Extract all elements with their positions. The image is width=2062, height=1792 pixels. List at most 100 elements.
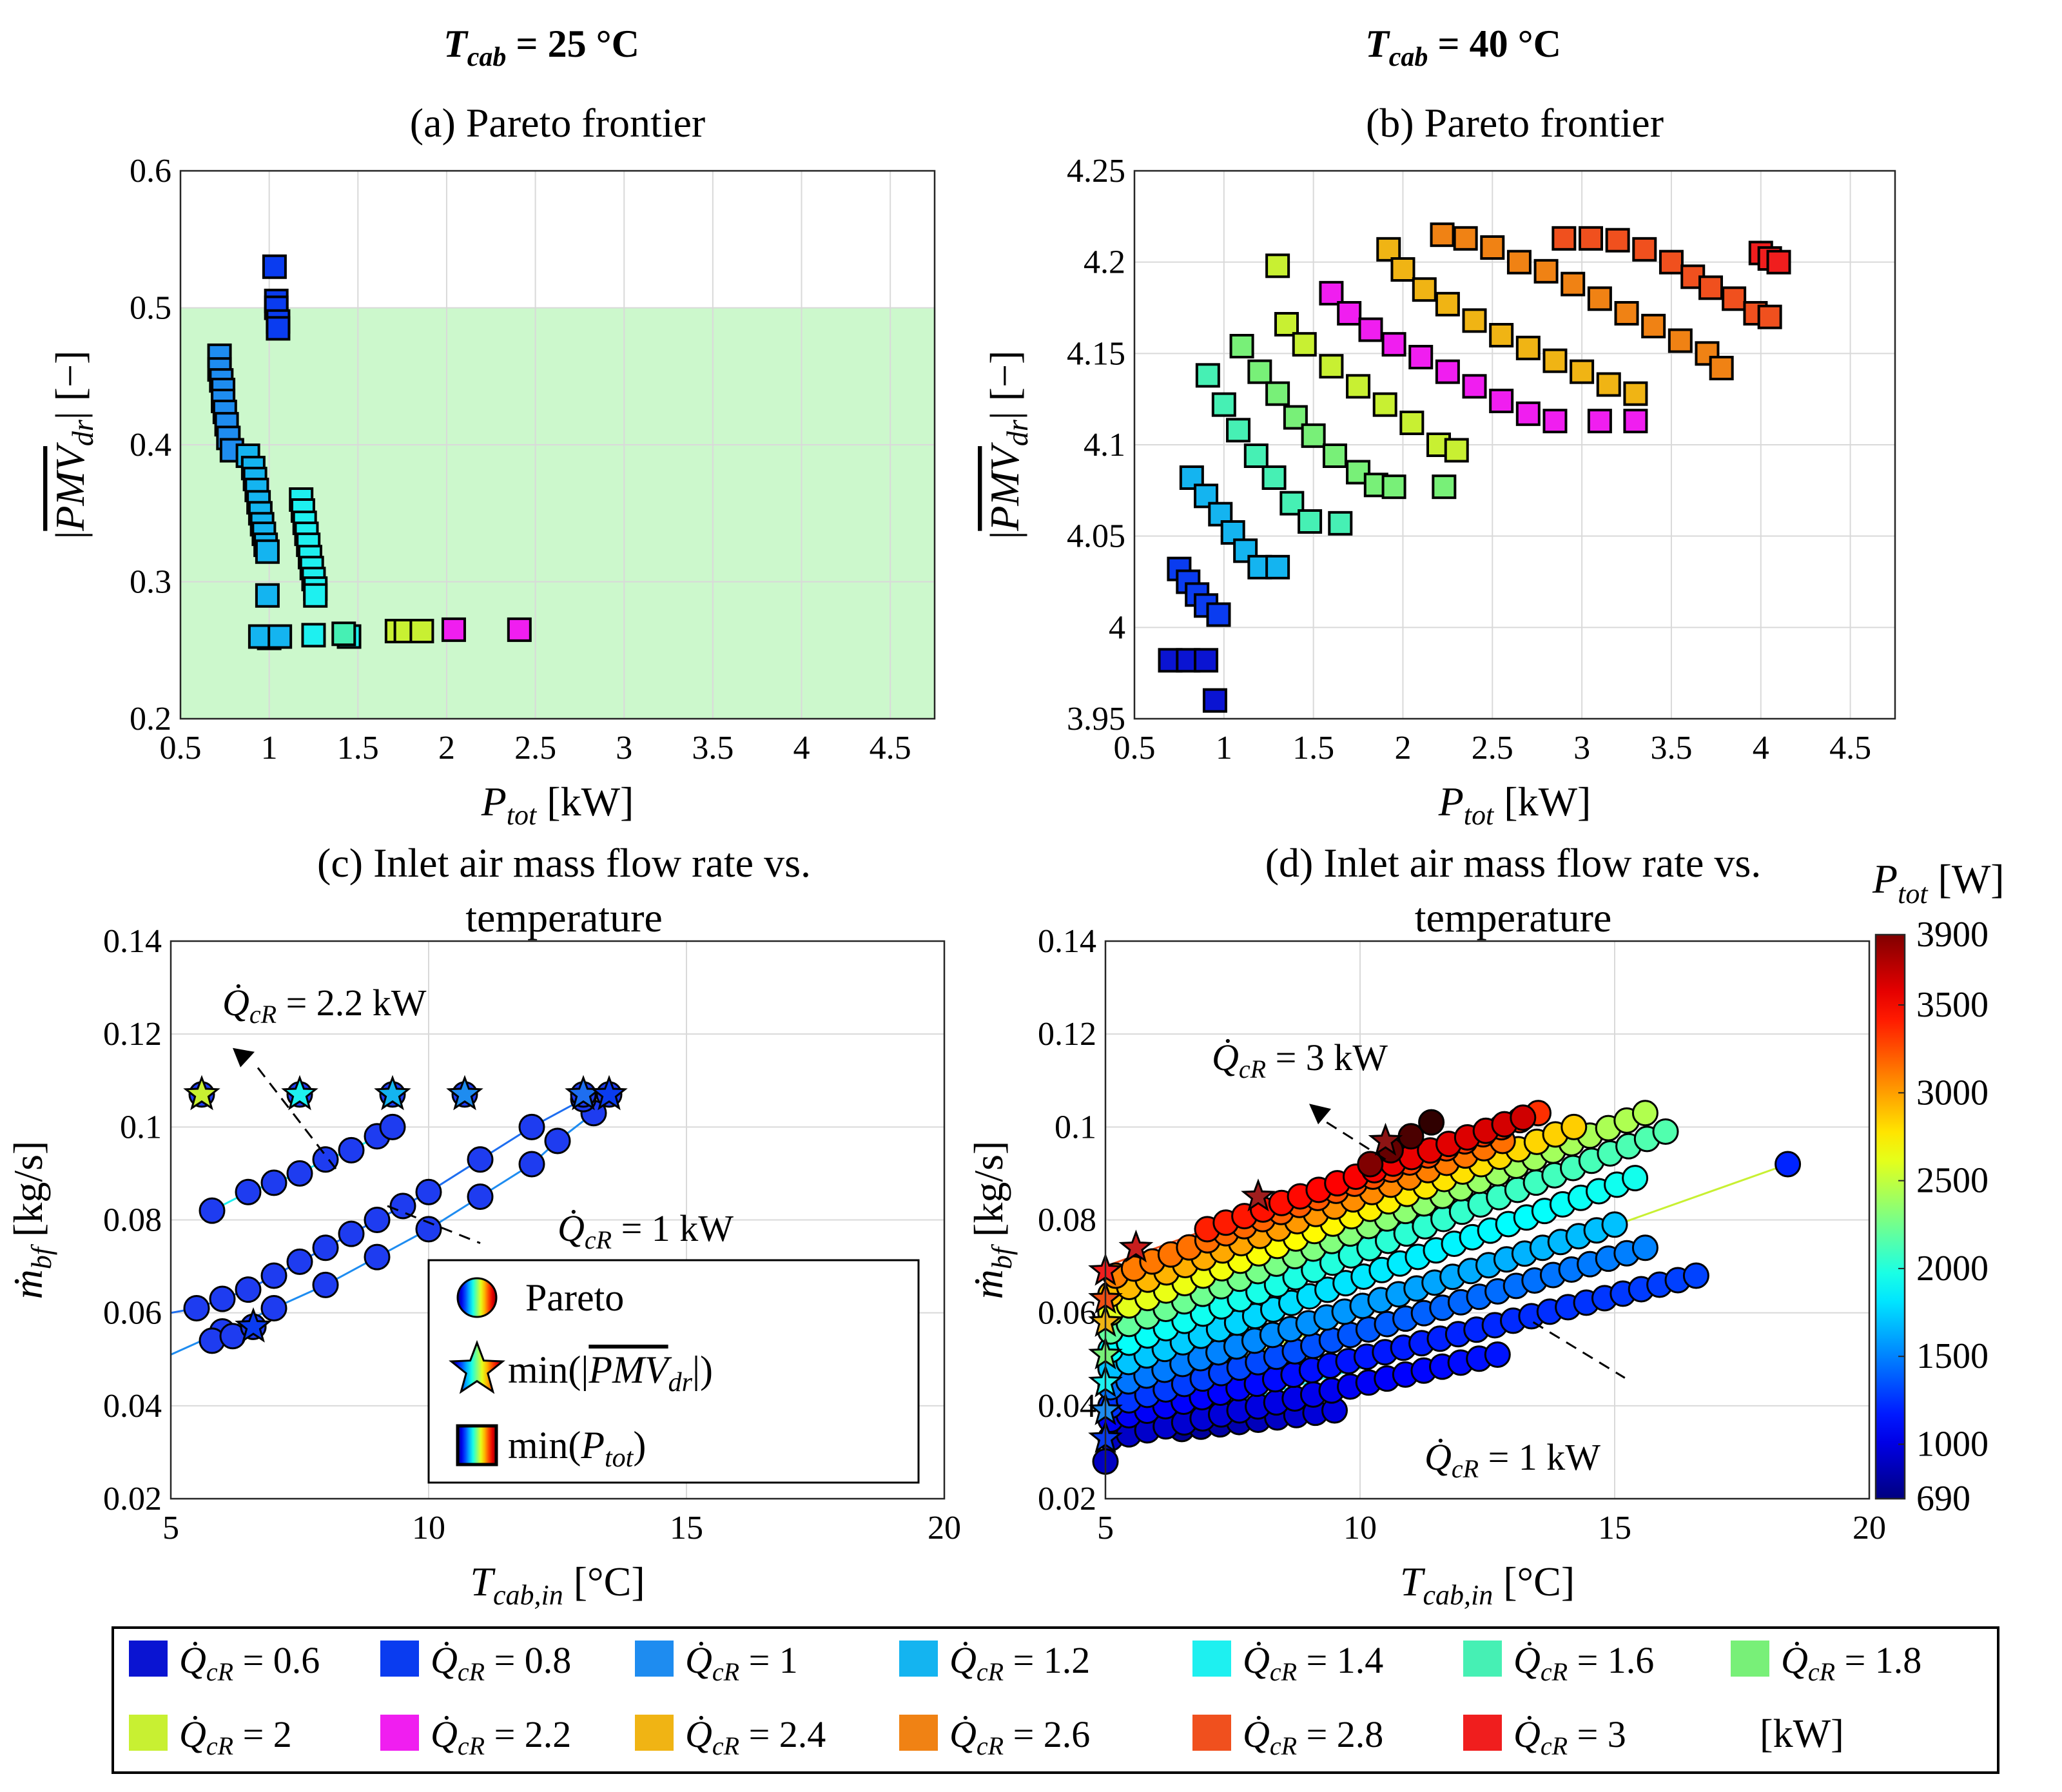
x-tick-label: 2 xyxy=(438,730,455,766)
y-tick-label: 0.04 xyxy=(103,1388,162,1425)
data-point xyxy=(312,1271,339,1298)
pareto-point xyxy=(1435,291,1460,317)
y-axis-label: |PMVdr| [−] xyxy=(982,351,1034,540)
marker-legend-box xyxy=(427,1259,920,1484)
y-tick-label: 0.1 xyxy=(1055,1109,1096,1145)
min-pmv-star xyxy=(590,1075,628,1111)
data-point xyxy=(467,1183,494,1210)
y-tick-label: 0.02 xyxy=(1038,1481,1096,1517)
pareto-point xyxy=(1381,332,1406,357)
square-legend-icon xyxy=(456,1424,498,1466)
pareto-point xyxy=(1337,301,1362,326)
data-point xyxy=(544,1127,571,1154)
colorbar-tick-label: 3900 xyxy=(1916,915,1989,955)
annotation-arrow-line xyxy=(1318,1116,1386,1161)
x-tick-label: 4.5 xyxy=(870,730,911,766)
legend-label: Q̇cR = 0.8 xyxy=(431,1639,571,1686)
pareto-point xyxy=(255,583,280,608)
y-tick-label: 0.6 xyxy=(130,153,171,190)
min-ptot-legend-label: min(Ptot) xyxy=(508,1424,646,1473)
legend-swatch xyxy=(380,1641,419,1677)
data-point xyxy=(338,1220,365,1247)
min-pmv-star xyxy=(183,1075,220,1111)
legend-swatch xyxy=(899,1641,938,1677)
x-tick-label: 4 xyxy=(1753,730,1769,766)
legend-entry: Q̇cR = 1.6 xyxy=(1463,1639,1654,1686)
y-tick-label: 4 xyxy=(1109,609,1125,646)
colorbar-tick-label: 3500 xyxy=(1916,985,1989,1025)
y-tick-label: 0.08 xyxy=(103,1202,162,1239)
y-tick-label: 0.08 xyxy=(1038,1202,1096,1239)
series xyxy=(1179,465,1290,579)
data-point xyxy=(1775,1151,1802,1178)
legend-label: Q̇cR = 1.2 xyxy=(949,1639,1090,1686)
legend-label: Q̇cR = 1.8 xyxy=(1781,1639,1921,1686)
pareto-point xyxy=(1579,226,1603,251)
data-point xyxy=(364,1207,391,1233)
pareto-point xyxy=(1462,308,1487,333)
pareto-point xyxy=(1480,235,1505,260)
annotation-lower: Q̇cR = 1 kW xyxy=(1425,1436,1600,1483)
pareto-point xyxy=(303,583,328,608)
colorbar-tick-label: 1500 xyxy=(1916,1336,1989,1376)
pareto-point xyxy=(409,619,434,643)
chart-b: (b) Pareto frontier 0.5 1 1.5 2 2.5 3 3.5 4 4.5 3.… xyxy=(982,100,1896,831)
data-point xyxy=(286,1248,313,1275)
pareto-point xyxy=(1658,249,1684,275)
x-axis-label: Tcab,in [°C] xyxy=(1400,1559,1575,1611)
y-tick-label: 0.04 xyxy=(1038,1388,1096,1425)
pareto-point xyxy=(1757,304,1782,329)
legend-label: Q̇cR = 0.6 xyxy=(179,1639,320,1686)
pareto-point xyxy=(1322,443,1347,468)
legend-label: Q̇cR = 2.6 xyxy=(949,1713,1090,1760)
data-point xyxy=(1682,1262,1709,1289)
min-pmv-star xyxy=(1368,1122,1403,1156)
colorbar-tick-label: 1000 xyxy=(1916,1424,1989,1464)
pareto-point xyxy=(1211,392,1236,417)
x-axis-label: Ptot [kW] xyxy=(481,779,634,831)
pareto-point xyxy=(1515,401,1541,426)
pareto-point xyxy=(1202,688,1227,713)
data-point xyxy=(260,1294,287,1321)
legend-swatch xyxy=(129,1715,168,1751)
colorbar-tick-label: 690 xyxy=(1916,1479,1970,1519)
y-tick-label: 0.12 xyxy=(103,1016,162,1053)
header-left: Tcab = 25 °C xyxy=(443,23,639,72)
min-pmv-star xyxy=(235,1307,272,1343)
legend-label: Q̇cR = 2.2 xyxy=(431,1713,571,1760)
y-tick-label: 4.25 xyxy=(1067,153,1125,190)
chart-title: (a) Pareto frontier xyxy=(410,100,705,146)
pareto-point xyxy=(1570,359,1595,384)
data-point xyxy=(235,1178,262,1205)
pareto-point xyxy=(1444,438,1469,463)
pareto-legend-icon xyxy=(456,1277,498,1318)
data-point xyxy=(1622,1165,1649,1192)
pareto-point xyxy=(1722,286,1747,311)
axes-frame xyxy=(1104,940,1871,1500)
data-point xyxy=(518,1113,545,1140)
data-point xyxy=(235,1276,262,1303)
series xyxy=(1376,237,1648,406)
legend-entry: Q̇cR = 1.4 xyxy=(1192,1639,1383,1686)
legend-label: Q̇cR = 2.8 xyxy=(1243,1713,1383,1760)
pareto-point xyxy=(1346,374,1371,399)
pareto-point xyxy=(1698,275,1724,300)
data-point xyxy=(1631,1234,1658,1261)
legend-swatch xyxy=(380,1715,419,1751)
data-point xyxy=(379,1113,406,1140)
pareto-point xyxy=(1301,423,1326,448)
series xyxy=(1748,240,1791,275)
pareto-point xyxy=(1328,511,1353,536)
data-point xyxy=(260,1262,287,1289)
bottom-legend: Q̇cR = 0.6 Q̇cR = 0.8 Q̇cR = 1 Q̇cR = 1.2 Q̇… xyxy=(112,1626,1999,1774)
x-tick-label: 20 xyxy=(1853,1510,1886,1546)
pareto-point xyxy=(1408,345,1434,369)
legend-entry: Q̇cR = 1 xyxy=(635,1639,798,1686)
y-tick-label: 0.5 xyxy=(130,290,171,327)
legend-entry: Q̇cR = 1.2 xyxy=(899,1639,1090,1686)
data-point xyxy=(415,1178,442,1205)
x-tick-label: 1.5 xyxy=(337,730,379,766)
pareto-point xyxy=(1542,409,1568,434)
legend-swatch xyxy=(1731,1641,1769,1677)
